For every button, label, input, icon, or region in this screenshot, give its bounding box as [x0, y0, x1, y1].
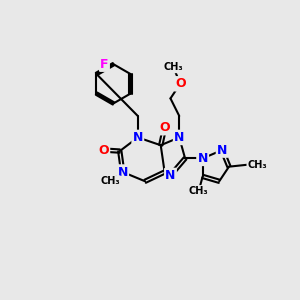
Text: CH₃: CH₃ — [164, 62, 183, 72]
Text: CH₃: CH₃ — [248, 160, 267, 170]
Text: N: N — [118, 166, 128, 178]
Text: N: N — [174, 131, 184, 144]
Text: O: O — [159, 121, 170, 134]
Text: N: N — [165, 169, 176, 182]
Text: N: N — [217, 144, 227, 157]
Text: O: O — [98, 144, 109, 157]
Text: F: F — [100, 58, 109, 71]
Text: N: N — [133, 131, 143, 144]
Text: CH₃: CH₃ — [189, 186, 208, 196]
Text: CH₃: CH₃ — [100, 176, 120, 186]
Text: N: N — [197, 152, 208, 165]
Text: O: O — [175, 77, 185, 90]
